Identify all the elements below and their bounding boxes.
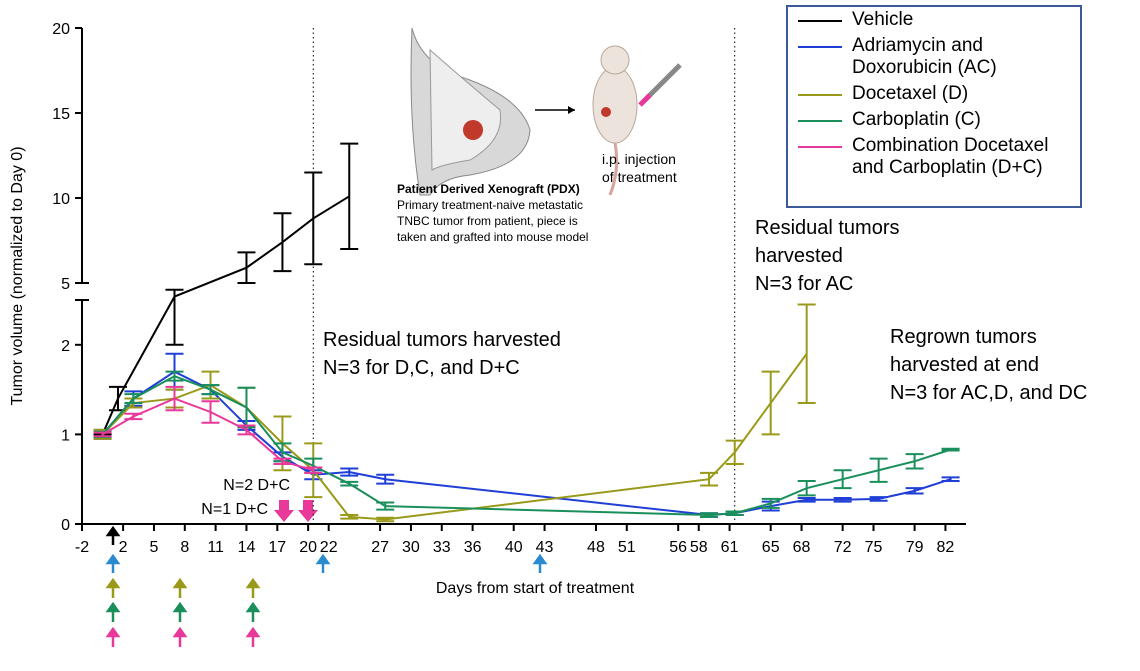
y-tick-label: 2 [61, 338, 70, 355]
annotation: Residual tumors [755, 217, 900, 239]
x-tick-label: 51 [618, 539, 636, 556]
legend-label: Adriamycin and Doxorubicin (AC) [852, 35, 997, 78]
x-tick-label: 30 [402, 539, 420, 556]
legend-item: Docetaxel (D) [798, 83, 1074, 105]
annotation: Regrown tumors [890, 326, 1037, 348]
error-bar [165, 288, 184, 346]
inset-text: i.p. injection [602, 151, 676, 167]
legend: Vehicle Adriamycin and Doxorubicin (AC) Do… [786, 5, 1082, 208]
series-line [101, 370, 951, 517]
x-tick-label: 48 [587, 539, 605, 556]
treatment-arrows [105, 500, 548, 647]
x-tick-label: 36 [464, 539, 482, 556]
inset-text: of treatment [602, 169, 677, 185]
legend-label: Carboplatin (C) [852, 109, 981, 130]
x-tick-label: 82 [937, 539, 955, 556]
x-tick-label: 58 [690, 539, 708, 556]
annotation: N=3 for AC [755, 273, 853, 295]
x-tick-label: 8 [180, 539, 189, 556]
annotation: harvested at end [890, 354, 1039, 376]
legend-label: Docetaxel (D) [852, 83, 969, 104]
y-tick-label: 0 [61, 517, 70, 534]
legend-label: Combination Docetaxel and Carboplatin (D… [852, 135, 1049, 178]
inset-text: taken and grafted into mouse model [397, 230, 588, 244]
annotation: harvested [755, 245, 843, 267]
x-tick-label: 14 [238, 539, 256, 556]
annotation: Residual tumors harvested [323, 329, 561, 351]
x-tick-label: 2 [119, 539, 128, 556]
y-tick-label: 20 [52, 21, 70, 38]
x-tick-label: 72 [834, 539, 852, 556]
x-tick-label: 79 [906, 539, 924, 556]
x-tick-label: 17 [268, 539, 286, 556]
y-tick-label: 15 [52, 106, 70, 123]
arrow-label: N=1 D+C [201, 501, 268, 518]
x-tick-label: 11 [207, 539, 224, 556]
legend-swatch [798, 94, 842, 96]
series-line [101, 375, 951, 517]
annotation: N=3 for D,C, and D+C [323, 357, 520, 379]
series [93, 385, 323, 474]
series-line [102, 397, 314, 472]
series-line [101, 195, 350, 435]
x-tick-label: 61 [721, 539, 739, 556]
annotation: N=3 for AC,D, and DC [890, 382, 1087, 404]
x-tick-label: -2 [75, 539, 89, 556]
x-tick-label: 68 [793, 539, 811, 556]
x-tick-label: 27 [371, 539, 389, 556]
x-tick-label: 5 [150, 539, 159, 556]
inset-text: TNBC tumor from patient, piece is [397, 214, 578, 228]
x-tick-label: 75 [865, 539, 883, 556]
series [93, 370, 960, 518]
x-tick-label: 40 [505, 539, 523, 556]
legend-swatch [798, 46, 842, 48]
legend-swatch [798, 146, 842, 148]
y-tick-label: 10 [52, 191, 70, 208]
x-tick-label: 20 [299, 539, 317, 556]
x-tick-label: 43 [536, 539, 554, 556]
legend-item: Vehicle [798, 9, 1074, 31]
legend-label: Vehicle [852, 9, 914, 30]
inset-illustration: Patient Derived Xenograft (PDX) Primary … [397, 27, 682, 244]
series [93, 142, 359, 436]
x-tick-label: 22 [320, 539, 338, 556]
inset-title: Patient Derived Xenograft (PDX) [397, 182, 580, 196]
x-tick-label: 33 [433, 539, 451, 556]
inset-text: Primary treatment-naive metastatic [397, 198, 583, 212]
y-axis-title: Tumor volume (normalized to Day 0) [9, 146, 26, 405]
legend-item: Adriamycin and Doxorubicin (AC) [798, 35, 1074, 79]
x-tick-label: 65 [762, 539, 780, 556]
y-tick-label: 5 [61, 276, 70, 293]
legend-item: Carboplatin (C) [798, 109, 1074, 131]
legend-swatch [798, 20, 842, 22]
y-tick-label: 1 [61, 427, 70, 444]
arrow-label: N=2 D+C [223, 477, 290, 494]
x-axis-title: Days from start of treatment [436, 580, 635, 597]
legend-swatch [798, 120, 842, 122]
legend-item: Combination Docetaxel and Carboplatin (D… [798, 135, 1074, 179]
x-tick-label: 56 [669, 539, 687, 556]
